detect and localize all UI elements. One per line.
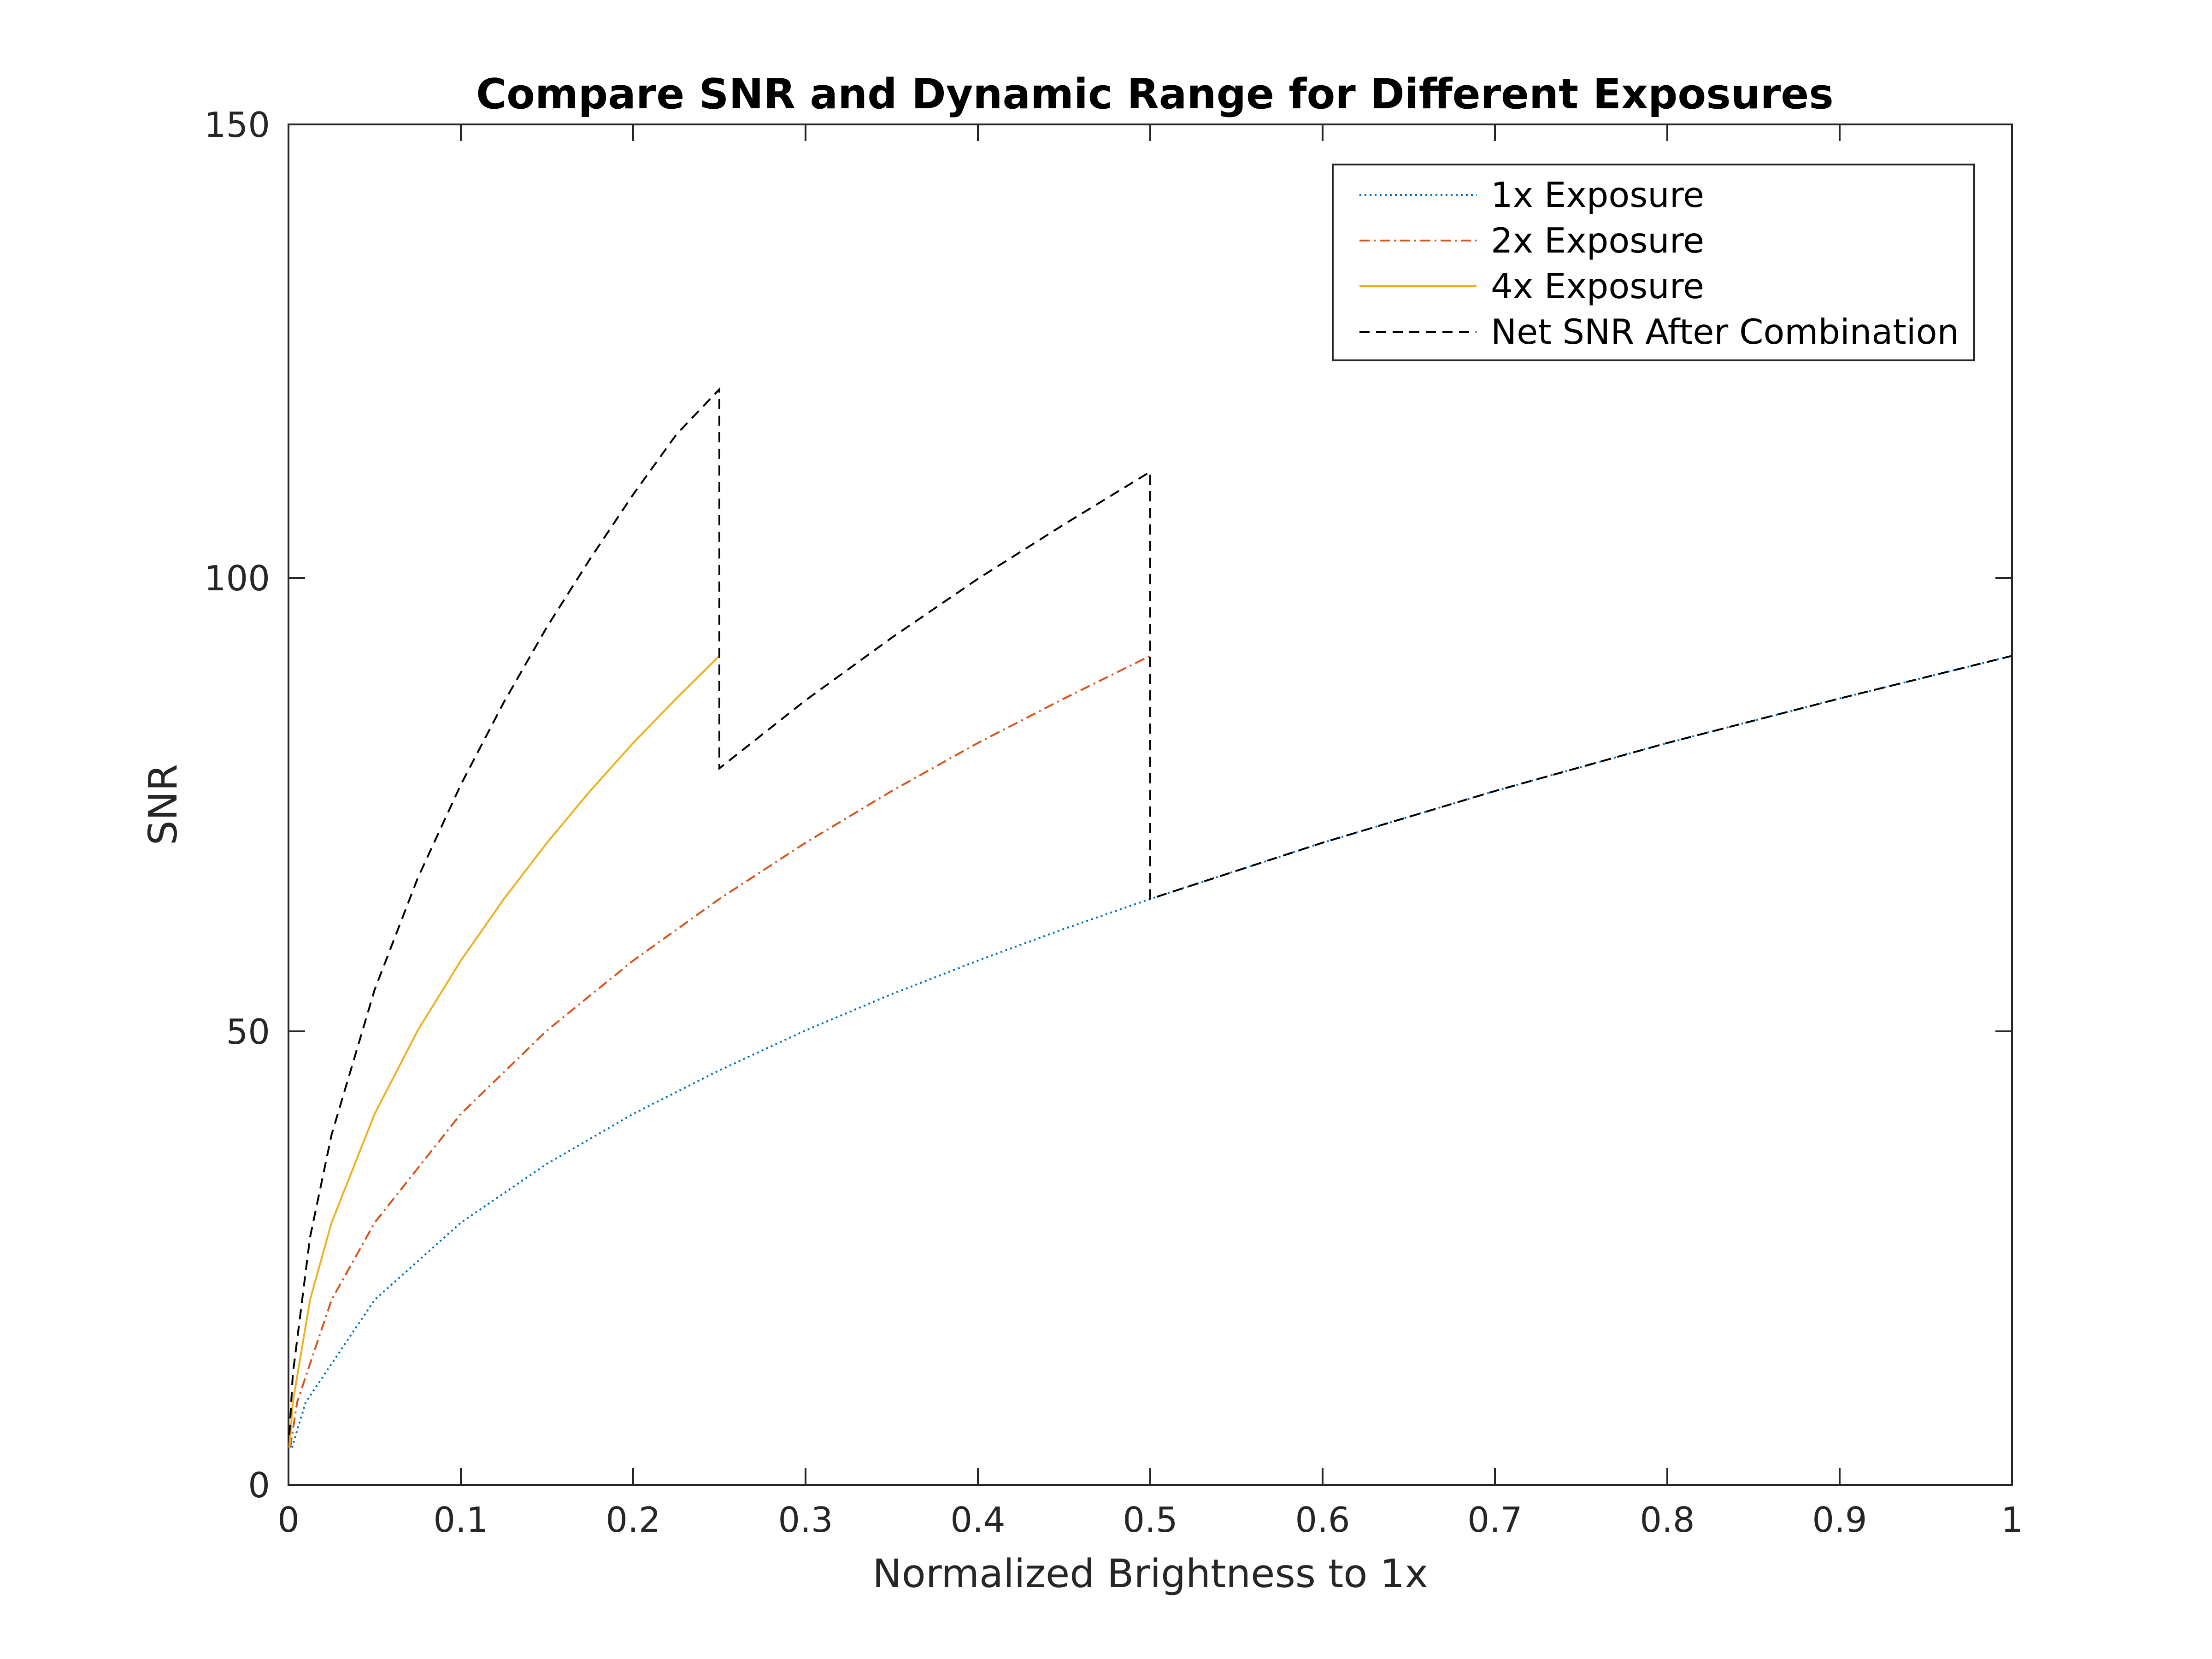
series-line-2 xyxy=(289,655,1151,1448)
legend-box xyxy=(1332,164,1975,361)
x-tick-label: 0 xyxy=(277,1500,300,1540)
y-tick-label: 0 xyxy=(248,1465,270,1506)
y-tick-label: 150 xyxy=(204,105,270,145)
y-tick-label: 100 xyxy=(204,558,270,599)
x-tick-label: 0.5 xyxy=(1123,1500,1177,1540)
legend-label-3: 4x Exposure xyxy=(1491,266,1704,306)
x-tick-label: 0.6 xyxy=(1295,1500,1350,1540)
series-lines xyxy=(288,387,2012,1448)
x-tick-label: 0.1 xyxy=(433,1500,488,1540)
x-tick-label: 0.4 xyxy=(950,1500,1005,1540)
x-tick-label: 1 xyxy=(2001,1500,2023,1540)
chart-title: Compare SNR and Dynamic Range for Differ… xyxy=(476,70,1834,118)
y-axis-label: SNR xyxy=(141,764,186,846)
legend-label-4: Net SNR After Combination xyxy=(1491,312,1959,352)
series-line-3 xyxy=(288,655,720,1448)
x-tick-label: 0.2 xyxy=(606,1500,660,1540)
legend-label-1: 1x Exposure xyxy=(1491,175,1704,215)
y-tick-label: 50 xyxy=(226,1012,270,1052)
legend: 1x Exposure 2x Exposure 4x Exposure Net SNR… xyxy=(1332,164,1975,361)
series-line-4 xyxy=(288,387,2012,1435)
x-axis-label: Normalized Brightness to 1x xyxy=(872,1551,1428,1597)
legend-label-2: 2x Exposure xyxy=(1491,220,1704,261)
x-tick-label: 0.7 xyxy=(1467,1500,1522,1540)
legend-entries: 1x Exposure 2x Exposure 4x Exposure Net SNR… xyxy=(1359,175,1959,352)
x-tick-label: 0.3 xyxy=(778,1500,833,1540)
x-tick-label: 0.9 xyxy=(1812,1500,1867,1540)
x-tick-label: 0.8 xyxy=(1640,1500,1694,1540)
axis-ticks: 0 0.1 0.2 0.3 0.4 0.5 0.6 0.7 0.8 0.9 1 0 50 100 150 xyxy=(204,105,2023,1540)
